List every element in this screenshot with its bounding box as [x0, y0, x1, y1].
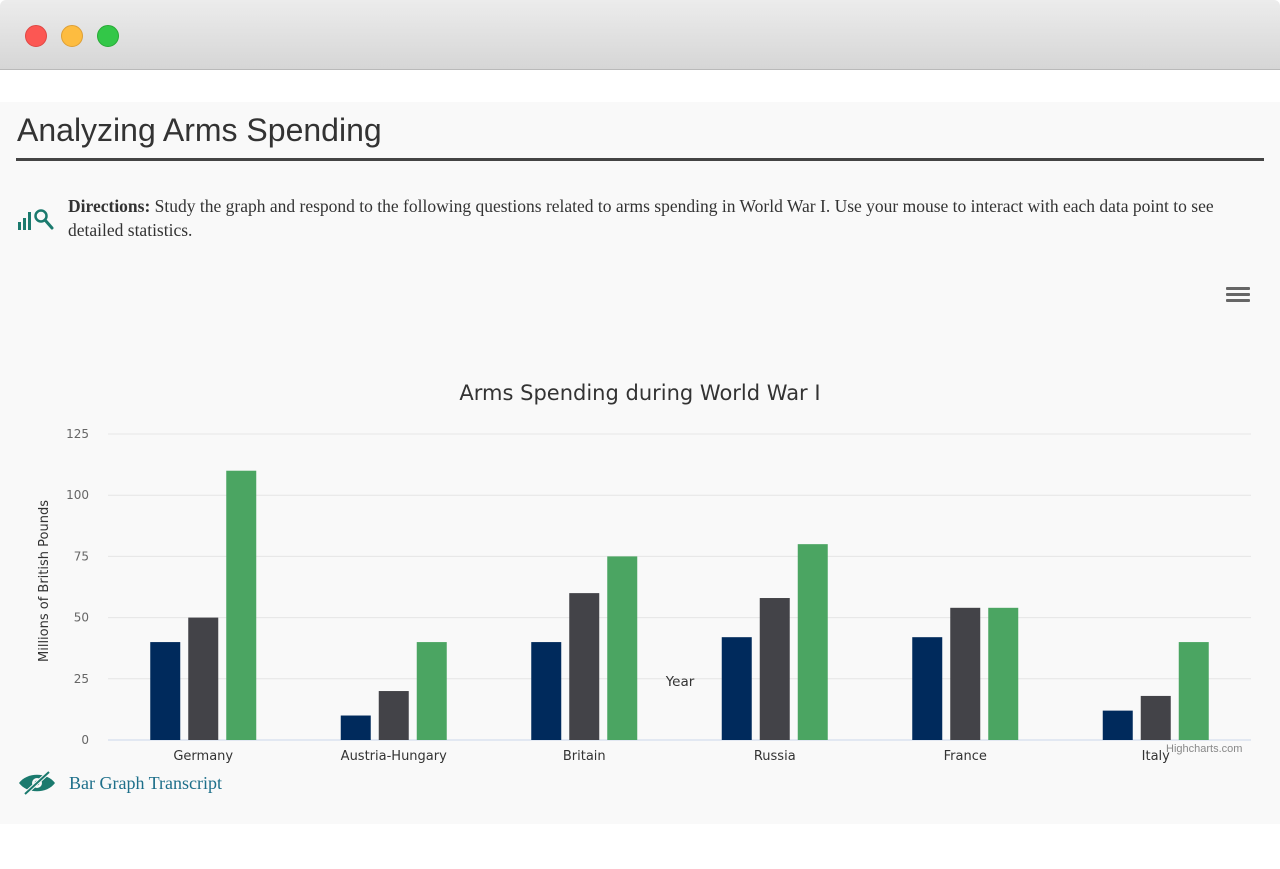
- bar-france-1914[interactable]: [988, 607, 1019, 740]
- x-tick-label: Germany: [173, 749, 233, 764]
- bar-russia-1900[interactable]: [721, 637, 752, 740]
- bar-germany-1900[interactable]: [150, 642, 181, 740]
- chart-title: Arms Spending during World War I: [459, 381, 820, 405]
- close-window-button[interactable]: [25, 25, 47, 47]
- bar-italy-1914[interactable]: [1178, 642, 1209, 740]
- y-tick-label: 50: [74, 611, 89, 625]
- y-tick-label: 25: [74, 672, 89, 686]
- y-tick-label: 75: [74, 549, 89, 563]
- y-axis-label: Millions of British Pounds: [37, 500, 52, 662]
- eye-slash-icon: [19, 770, 55, 796]
- bar-russia-1914[interactable]: [797, 544, 828, 740]
- chart-bars[interactable]: [150, 470, 1209, 740]
- bar-austria-hungary-1914[interactable]: [416, 642, 447, 740]
- x-axis-label: Year: [665, 674, 695, 690]
- bar-britain-1910[interactable]: [569, 593, 600, 740]
- bar-france-1910[interactable]: [950, 607, 981, 740]
- y-tick-label: 125: [66, 427, 89, 441]
- bar-france-1900[interactable]: [912, 637, 943, 740]
- y-tick-label: 100: [66, 488, 89, 502]
- page-content: Analyzing Arms Spending Directions: Stud…: [0, 102, 1280, 824]
- highcharts-credits[interactable]: Highcharts.com: [1166, 743, 1243, 755]
- bar-austria-hungary-1900[interactable]: [340, 715, 371, 740]
- bar-germany-1910[interactable]: [188, 617, 219, 740]
- title-divider: [16, 158, 1264, 161]
- bar-germany-1914[interactable]: [226, 470, 257, 740]
- x-tick-label: France: [944, 749, 987, 764]
- chart-menu-icon[interactable]: [1226, 287, 1250, 307]
- window-titlebar: [0, 0, 1280, 70]
- bar-britain-1900[interactable]: [531, 642, 562, 740]
- directions-body: Study the graph and respond to the follo…: [68, 196, 1214, 240]
- x-tick-label: Russia: [754, 749, 796, 764]
- bar-britain-1914[interactable]: [607, 556, 638, 740]
- bar-graph-transcript-link[interactable]: Bar Graph Transcript: [17, 768, 222, 798]
- minimize-window-button[interactable]: [61, 25, 83, 47]
- x-tick-label: Austria-Hungary: [341, 749, 447, 764]
- chart-gridlines: [108, 433, 1251, 741]
- directions-label: Directions:: [68, 196, 151, 216]
- bar-italy-1910[interactable]: [1140, 695, 1171, 740]
- bar-austria-hungary-1910[interactable]: [378, 691, 409, 740]
- chart-search-icon: [18, 209, 54, 230]
- arms-spending-chart[interactable]: Arms Spending during World War I 0 25 50 75…: [0, 262, 1280, 772]
- transcript-link-label[interactable]: Bar Graph Transcript: [69, 772, 222, 793]
- zoom-window-button[interactable]: [97, 25, 119, 47]
- x-axis-ticks: Germany Austria-Hungary Britain Russia Franc…: [173, 749, 1170, 764]
- x-tick-label: Britain: [563, 749, 606, 764]
- y-axis-ticks: 0 25 50 75 100 125: [66, 427, 89, 747]
- directions-text: Directions: Study the graph and respond …: [68, 194, 1218, 242]
- y-tick-label: 0: [81, 733, 89, 747]
- x-tick-label: Italy: [1142, 749, 1171, 764]
- page-title: Analyzing Arms Spending: [17, 112, 382, 148]
- bar-russia-1910[interactable]: [759, 598, 790, 740]
- bar-italy-1900[interactable]: [1102, 710, 1133, 740]
